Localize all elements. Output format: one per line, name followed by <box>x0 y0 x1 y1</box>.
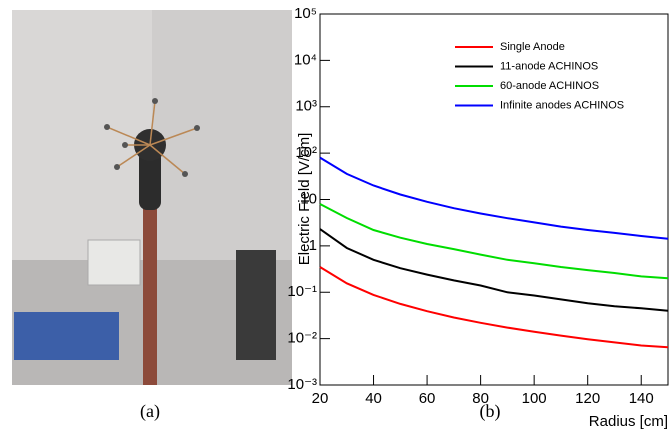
x-tick-label: 20 <box>312 390 329 407</box>
x-tick-label: 40 <box>365 390 382 407</box>
y-tick-label: 10³ <box>295 98 317 115</box>
series-line <box>319 228 669 312</box>
caption: (a) <box>140 401 160 422</box>
x-tick-label: 60 <box>419 390 436 407</box>
y-tick-label: 1 <box>309 237 317 254</box>
x-axis-label: Radius [cm] <box>589 413 668 430</box>
plot-frame <box>319 13 669 386</box>
series-line <box>319 156 669 240</box>
legend-label: Infinite anodes ACHINOS <box>500 99 624 111</box>
y-tick-label: 10⁵ <box>294 5 317 22</box>
y-tick-label: 10⁴ <box>294 51 317 68</box>
y-tick-label: 10⁻³ <box>287 376 317 393</box>
series-line <box>319 266 669 349</box>
y-axis-label: Electric Field [V/cm] <box>296 133 313 266</box>
legend-label: 60-anode ACHINOS <box>500 80 599 92</box>
y-tick-label: 10 <box>300 190 317 207</box>
x-tick-label: 80 <box>472 390 489 407</box>
series-line <box>319 203 669 280</box>
y-tick-label: 10⁻² <box>287 330 317 347</box>
y-tick-label: 10⁻¹ <box>287 283 317 300</box>
x-tick-label: 100 <box>522 390 547 407</box>
y-tick-label: 10² <box>295 144 317 161</box>
legend-label: Single Anode <box>500 41 565 53</box>
photo <box>12 10 292 385</box>
caption: (b) <box>480 401 501 422</box>
x-tick-label: 140 <box>629 390 654 407</box>
legend-label: 11-anode ACHINOS <box>500 60 598 72</box>
x-tick-label: 120 <box>575 390 600 407</box>
